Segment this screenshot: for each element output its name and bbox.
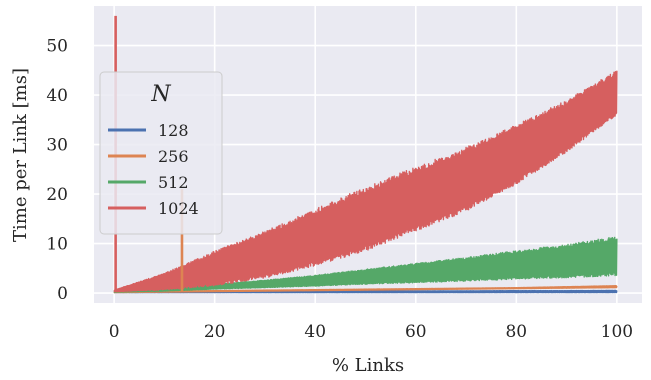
series-line-1024 [113,70,618,293]
x-tick-label-5: 100 [601,322,633,342]
legend-label-256: 256 [158,147,189,166]
legend: N 128 256 512 1024 [99,71,223,235]
y-tick-label-3: 30 [46,136,68,156]
legend-title: N [150,82,171,107]
series-256 [113,285,618,294]
x-tick-label-4: 80 [505,322,527,342]
y-axis-label: Time per Link [ms] [10,68,31,242]
y-tick-label-4: 40 [46,86,68,106]
y-tick-label-5: 50 [46,37,68,57]
series-line-256 [113,285,618,294]
legend-label-512: 512 [158,173,189,192]
x-tick-label-1: 20 [204,322,226,342]
series-line-512 [113,236,618,293]
y-tick-label-0: 0 [57,284,68,304]
legend-label-128: 128 [158,121,189,140]
legend-items: 128 256 512 1024 [108,121,199,218]
x-tick-label-2: 40 [304,322,326,342]
legend-label-1024: 1024 [158,199,199,218]
x-axis-label: % Links [332,355,404,376]
x-tick-label-0: 0 [109,322,120,342]
x-ticks: 0 20 40 60 80 100 [109,322,633,342]
legend-box [99,71,223,235]
y-ticks: 0 10 20 30 40 50 [46,37,68,305]
y-tick-label-1: 10 [46,235,68,255]
series-1024 [113,70,618,293]
x-tick-label-3: 60 [405,322,427,342]
series-512 [113,236,618,293]
y-tick-label-2: 20 [46,185,68,205]
